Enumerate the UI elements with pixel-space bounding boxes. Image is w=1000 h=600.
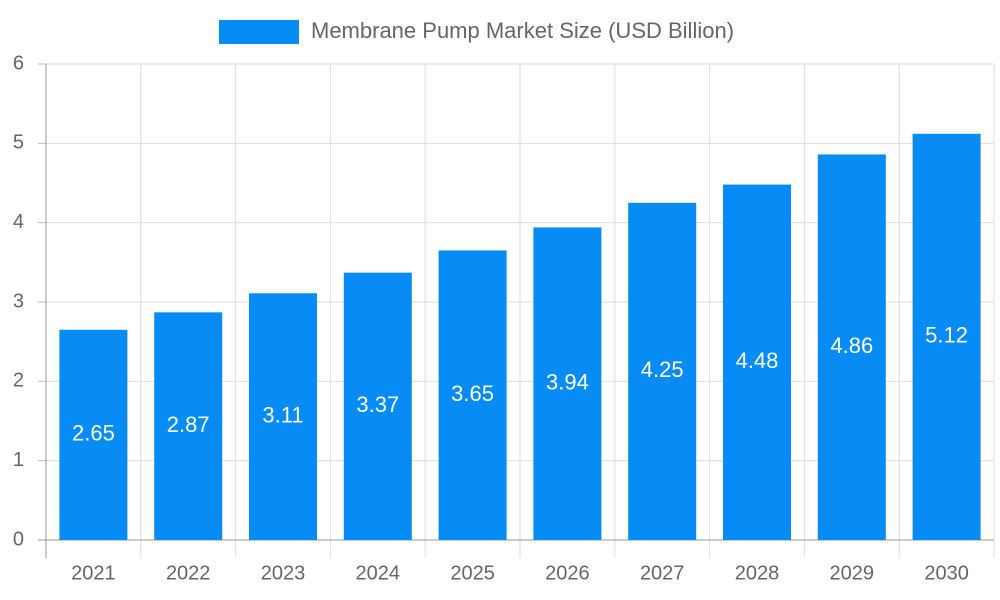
data-label: 4.86: [830, 333, 873, 358]
bar: [723, 184, 791, 540]
bar: [912, 133, 981, 540]
x-tick-label: 2028: [735, 562, 780, 584]
legend-label: Membrane Pump Market Size (USD Billion): [311, 18, 734, 43]
y-tick-label: 3: [13, 290, 24, 312]
y-tick-label: 6: [13, 52, 24, 74]
x-tick-label: 2021: [71, 562, 116, 584]
y-tick-label: 2: [13, 370, 24, 392]
data-label: 2.87: [167, 412, 210, 437]
y-tick-label: 4: [13, 211, 24, 233]
data-label: 2.65: [72, 421, 115, 446]
x-tick-label: 2023: [261, 562, 306, 584]
bar: [817, 154, 886, 540]
bar: [154, 312, 223, 540]
x-tick-label: 2030: [924, 562, 969, 584]
y-tick-label: 5: [13, 132, 24, 154]
data-label: 3.65: [451, 381, 494, 406]
x-tick-label: 2026: [545, 562, 590, 584]
bar: [249, 293, 317, 540]
x-tick-label: 2024: [356, 562, 401, 584]
bar: [59, 329, 128, 540]
x-tick-label: 2027: [640, 562, 685, 584]
y-tick-label: 1: [13, 449, 24, 471]
x-tick-label: 2025: [450, 562, 495, 584]
bar: [438, 250, 507, 540]
data-label: 3.11: [262, 402, 303, 427]
data-label: 5.12: [925, 323, 968, 348]
data-label: 3.37: [356, 392, 399, 417]
y-tick-label: 0: [13, 528, 24, 550]
x-tick-label: 2022: [166, 562, 211, 584]
bar: [343, 272, 412, 540]
data-label: 4.48: [736, 348, 779, 373]
legend: Membrane Pump Market Size (USD Billion): [219, 18, 734, 44]
bar: [628, 202, 697, 541]
data-label: 3.94: [546, 370, 589, 395]
legend-swatch: [219, 20, 299, 44]
data-label: 4.25: [641, 357, 684, 382]
bar: [533, 227, 602, 540]
x-tick-label: 2029: [830, 562, 875, 584]
